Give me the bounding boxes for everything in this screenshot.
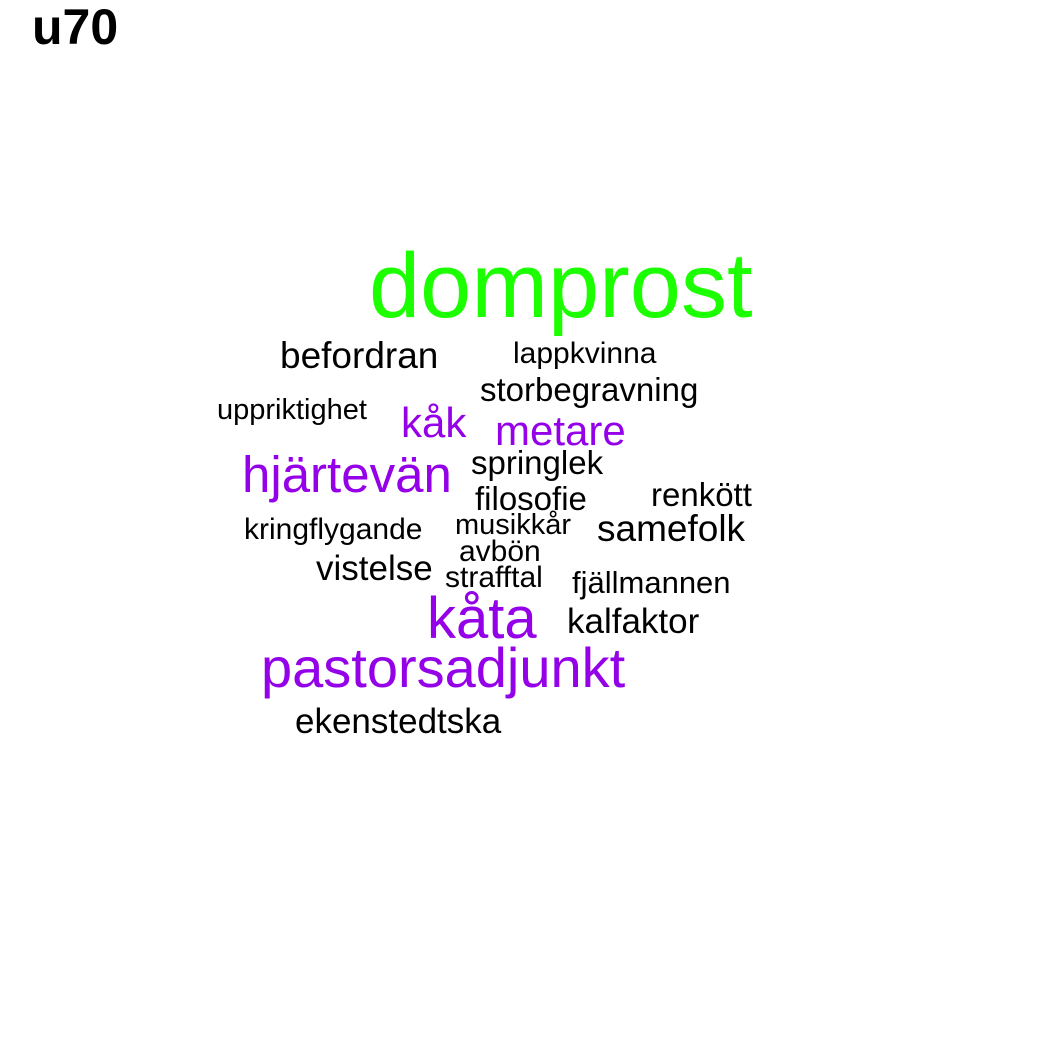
word-musikkar: musikkår <box>455 509 572 541</box>
word-strafftal: strafftal <box>445 561 543 594</box>
word-kak: kåk <box>401 399 467 446</box>
word-lappkvinna: lappkvinna <box>513 337 657 370</box>
word-hjarteven: hjärtevän <box>242 446 452 503</box>
word-uppriktighet: uppriktighet <box>217 394 367 426</box>
word-metare: metare <box>495 407 626 454</box>
word-springlek: springlek <box>471 444 604 481</box>
word-kalfaktor: kalfaktor <box>567 602 700 641</box>
word-pastorsadjunkt: pastorsadjunkt <box>261 636 626 699</box>
word-domprost: domprost <box>369 235 753 337</box>
word-renkott: renkött <box>651 476 752 513</box>
word-befordran: befordran <box>280 335 439 376</box>
word-kata: kåta <box>427 586 537 651</box>
word-filosofie: filosofie <box>475 480 587 517</box>
word-samefolk: samefolk <box>597 508 746 549</box>
word-ekenstedtska: ekenstedtska <box>295 702 502 741</box>
word-storbegravning: storbegravning <box>480 371 699 408</box>
word-fjallmannen: fjällmannen <box>572 565 731 600</box>
word-vistelse: vistelse <box>316 549 433 588</box>
page-title: u70 <box>32 0 119 55</box>
word-avbon: avbön <box>459 535 541 568</box>
word-kringflygande: kringflygande <box>244 513 423 546</box>
